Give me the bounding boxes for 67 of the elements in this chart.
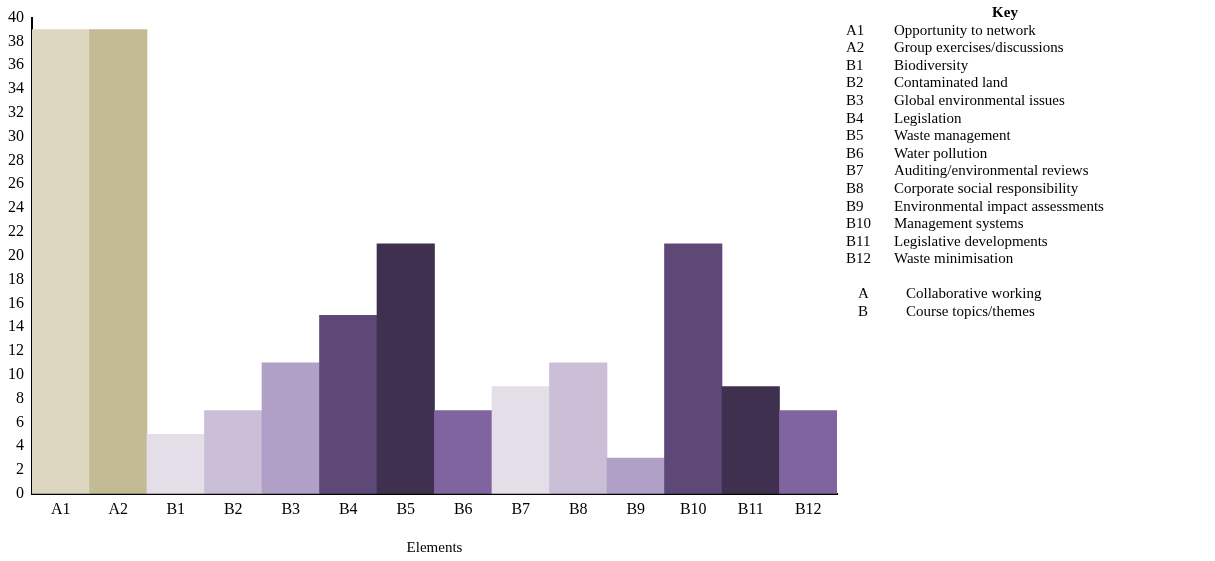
bar	[779, 410, 837, 494]
x-tick-label: B9	[626, 499, 646, 517]
text: B Course topics/themes	[857, 302, 1036, 321]
text: A1 Opportunity to network	[846, 21, 1037, 40]
y-tick-label: 24	[8, 198, 24, 216]
y-tick-label: 38	[8, 31, 24, 49]
text: B6 Water pollution	[846, 144, 989, 163]
text: B10 Management systems	[846, 215, 1025, 233]
text: B11 Legislative developments	[846, 232, 1049, 251]
text: B9 Environmental impact assessments	[846, 197, 1104, 216]
bar	[376, 243, 435, 494]
bar	[549, 362, 608, 494]
y-tick-label: 8	[16, 388, 24, 406]
y-tick-label: 12	[8, 341, 24, 359]
y-tick-label: 0	[16, 484, 24, 501]
y-tick-label: 26	[8, 174, 24, 192]
y-tick-label: 36	[8, 55, 24, 73]
x-tick-label: B12	[794, 499, 822, 517]
text: A2 Group exercises/discussions	[846, 39, 1065, 57]
x-tick-label: B8	[568, 499, 588, 517]
y-tick-label: 30	[8, 126, 24, 144]
bar	[606, 457, 665, 494]
legend-title: Key	[991, 4, 1019, 22]
bar	[204, 410, 263, 494]
bar	[491, 386, 550, 494]
y-tick-label: 20	[8, 245, 24, 263]
bar	[664, 243, 723, 494]
x-tick-label: B7	[511, 499, 531, 517]
y-tick-label: 28	[8, 150, 24, 168]
x-tick-label: B3	[281, 499, 301, 517]
bar	[319, 314, 378, 494]
bar	[721, 386, 780, 494]
y-tick-label: 6	[16, 412, 24, 430]
x-tick-label: B5	[396, 499, 416, 517]
x-tick-label: B10	[679, 499, 707, 517]
x-tick-label: A1	[50, 499, 71, 517]
bar	[261, 362, 320, 494]
y-tick-label: 32	[8, 103, 24, 121]
y-tick-label: 40	[8, 7, 24, 25]
text: B3 Global environmental issues	[846, 91, 1066, 110]
bar	[32, 29, 90, 494]
x-tick-label: B6	[453, 499, 473, 517]
x-tick-label: B11	[737, 499, 764, 517]
y-tick-label: 2	[16, 460, 24, 478]
bar	[146, 433, 205, 494]
x-tick-label: A2	[108, 499, 129, 517]
x-axis-title: Elements	[406, 538, 463, 555]
text: B1 Biodiversity	[846, 56, 970, 75]
text: B5 Waste management	[846, 127, 1012, 145]
text: B2 Contaminated land	[846, 74, 1009, 92]
text: B12 Waste minimisation	[846, 250, 1015, 268]
y-tick-label: 4	[16, 436, 24, 454]
x-tick-label: B4	[338, 499, 358, 517]
y-tick-label: 14	[8, 317, 24, 335]
y-tick-label: 34	[8, 79, 24, 97]
bar	[89, 29, 148, 494]
text: B4 Legislation	[846, 109, 963, 128]
x-tick-label: B2	[223, 499, 243, 517]
y-tick-label: 16	[8, 293, 24, 311]
x-tick-label: B1	[166, 499, 186, 517]
text: B7 Auditing/environmental reviews	[846, 162, 1090, 180]
y-tick-label: 10	[8, 364, 24, 382]
y-tick-label: 18	[8, 269, 24, 287]
y-tick-label: 22	[8, 222, 24, 240]
bar	[434, 410, 493, 494]
text: A Collaborative working	[857, 284, 1043, 303]
text: B8 Corporate social responsibility	[846, 179, 1080, 198]
